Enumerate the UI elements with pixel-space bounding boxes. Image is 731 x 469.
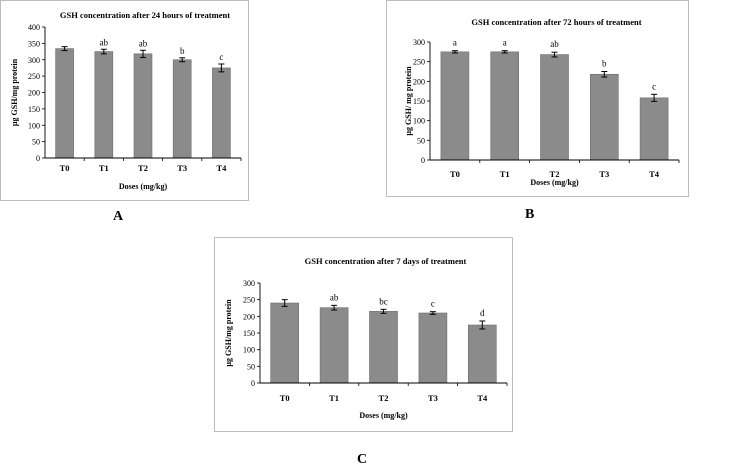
chart-a-title: GSH concentration after 24 hours of trea… [60, 10, 230, 20]
chart-b-category-label: T4 [649, 169, 660, 179]
chart-a-bar-t1 [94, 51, 114, 159]
chart-a-bar-t0 [55, 48, 74, 159]
chart-b-bar-t2 [540, 54, 569, 161]
chart-c-title: GSH concentration after 7 days of treatm… [305, 256, 467, 266]
chart-a-y-tick-label: 0 [36, 154, 40, 163]
chart-a-y-tick-label: 150 [28, 105, 40, 114]
chart-c-significance-label: ab [330, 292, 339, 302]
chart-b-title: GSH concentration after 72 hours of trea… [471, 17, 641, 27]
chart-b-category-label: T0 [450, 169, 460, 179]
chart-b-significance-label: c [652, 81, 656, 91]
chart-a-svg: GSH concentration after 24 hours of trea… [10, 10, 242, 191]
chart-c-category-label: T4 [477, 393, 488, 403]
chart-panel-b: GSH concentration after 72 hours of trea… [386, 0, 689, 197]
chart-c-bar-t1 [319, 307, 349, 384]
chart-a-bar-t3 [172, 59, 192, 159]
chart-a-category-label: T4 [216, 163, 227, 173]
chart-c-bar-t0 [270, 302, 300, 384]
chart-b-y-tick-label: 50 [417, 136, 425, 145]
chart-b-category-label: T2 [550, 169, 560, 179]
panel-label-a: A [113, 209, 124, 224]
panel-label-c: C [357, 452, 368, 467]
chart-b-significance-label: ab [550, 39, 559, 49]
chart-a-y-tick-label: 200 [28, 89, 40, 98]
chart-a-category-label: T3 [177, 163, 187, 173]
chart-c-y-tick-label: 100 [243, 346, 255, 355]
chart-c-significance-label: bc [379, 296, 388, 306]
chart-c-category-label: T3 [428, 393, 438, 403]
chart-b-x-axis-label: Doses (mg/kg) [530, 178, 579, 187]
chart-b-bar-t0 [440, 51, 470, 161]
chart-b-significance-label: b [602, 59, 607, 69]
chart-c-svg: GSH concentration after 7 days of treatm… [224, 256, 508, 420]
chart-b-y-axis-label: µg GSH/ mg protein [404, 66, 413, 136]
chart-b-bar-t1 [490, 51, 519, 161]
chart-b-y-tick-label: 200 [413, 77, 425, 86]
chart-c-significance-label: c [431, 299, 435, 309]
chart-a-category-label: T0 [60, 163, 70, 173]
chart-b-significance-label: a [503, 38, 507, 48]
chart-a-y-tick-label: 300 [28, 56, 40, 65]
chart-c-y-tick-label: 50 [247, 362, 255, 371]
chart-a-bar-t2 [133, 53, 153, 159]
chart-c-category-label: T1 [329, 393, 339, 403]
chart-c-significance-label: d [480, 308, 485, 318]
chart-a-bar-t4 [212, 67, 231, 159]
chart-c-category-label: T2 [379, 393, 389, 403]
chart-a-significance-label: ab [100, 37, 109, 47]
chart-c-category-label: T0 [280, 393, 290, 403]
chart-a-x-axis-label: Doses (mg/kg) [119, 182, 168, 191]
chart-a-y-axis-label: µg GSH/mg protein [10, 58, 19, 126]
chart-c-y-tick-label: 0 [251, 379, 255, 388]
chart-a-y-tick-label: 350 [28, 39, 40, 48]
chart-b-y-tick-label: 300 [413, 38, 425, 47]
chart-a-y-tick-label: 250 [28, 72, 40, 81]
chart-b-y-tick-label: 100 [413, 117, 425, 126]
chart-c-x-axis-label: Doses (mg/kg) [359, 411, 408, 420]
chart-c-y-axis-label: µg GSH/mg protein [224, 299, 233, 367]
chart-b-y-tick-label: 0 [421, 156, 425, 165]
chart-panel-a: GSH concentration after 24 hours of trea… [0, 0, 249, 201]
chart-b-y-tick-label: 250 [413, 58, 425, 67]
chart-panel-c: GSH concentration after 7 days of treatm… [214, 237, 513, 432]
chart-b-bar-t4 [639, 97, 669, 161]
chart-c-y-tick-label: 250 [243, 296, 255, 305]
chart-a-y-tick-label: 400 [28, 23, 40, 32]
chart-a-significance-label: b [180, 46, 185, 56]
chart-b-significance-label: a [453, 38, 457, 48]
panel-label-b: B [525, 207, 535, 222]
chart-b-category-label: T1 [500, 169, 510, 179]
chart-b-category-label: T3 [599, 169, 609, 179]
chart-c-bar-t2 [369, 311, 398, 384]
chart-b-bar-t3 [590, 73, 619, 161]
chart-a-y-tick-label: 50 [32, 138, 40, 147]
chart-c-y-tick-label: 200 [243, 312, 255, 321]
chart-a-y-tick-label: 100 [28, 121, 40, 130]
chart-a-category-label: T1 [99, 163, 109, 173]
chart-b-y-tick-label: 150 [413, 97, 425, 106]
chart-c-bar-t4 [468, 324, 497, 384]
chart-a-significance-label: ab [139, 38, 148, 48]
chart-a-significance-label: c [219, 52, 223, 62]
chart-c-y-tick-label: 300 [243, 279, 255, 288]
chart-c-bar-t3 [418, 312, 448, 384]
chart-a-category-label: T2 [138, 163, 148, 173]
chart-c-y-tick-label: 150 [243, 329, 255, 338]
chart-b-svg: GSH concentration after 72 hours of trea… [404, 17, 680, 187]
